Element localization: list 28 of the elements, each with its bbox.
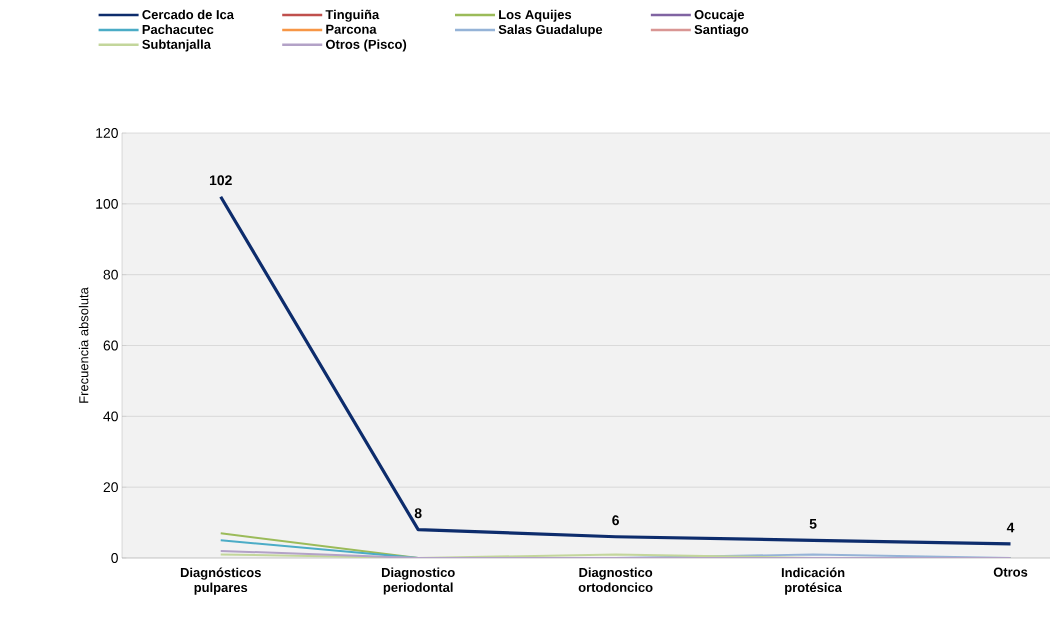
x-tick-label: Otros — [993, 567, 1028, 577]
legend-label: Cercado de Ica — [142, 9, 235, 20]
legend-label: Otros (Pisco) — [325, 39, 407, 52]
x-tick-label: Diagnostico ortodoncico — [578, 567, 653, 592]
legend-label: Subtanjalla — [142, 39, 212, 52]
legend-label: Tinguiña — [325, 9, 380, 22]
y-tick-label: 100 — [96, 198, 118, 209]
data-label: 6 — [612, 515, 619, 526]
y-tick-label: 40 — [103, 411, 118, 422]
y-tick-label: 20 — [103, 482, 118, 493]
legend-label: Pachacutec — [142, 24, 214, 35]
x-tick-label: Diagnostico periodontal — [381, 567, 455, 595]
legend-label: Ocucaje — [694, 9, 745, 22]
legend-label: Santiago — [694, 24, 749, 37]
data-label: 4 — [1006, 522, 1015, 533]
y-tick-label: 120 — [96, 128, 118, 138]
x-tick-label: Indicación protésica — [781, 567, 845, 595]
x-tick-label: Diagnósticos pulpares — [180, 567, 261, 595]
legend-label: Parcona — [326, 24, 377, 34]
y-axis-title: Frecuencia absoluta — [78, 287, 89, 403]
legend-label: Los Aquijes — [499, 9, 572, 22]
y-tick-label: 60 — [103, 340, 118, 351]
y-tick-label: 80 — [103, 269, 118, 280]
y-tick-label: 0 — [111, 553, 118, 563]
data-label: 5 — [809, 519, 817, 529]
data-label: 8 — [414, 508, 422, 519]
legend-label: Salas Guadalupe — [498, 24, 603, 37]
data-label: 102 — [209, 175, 232, 186]
